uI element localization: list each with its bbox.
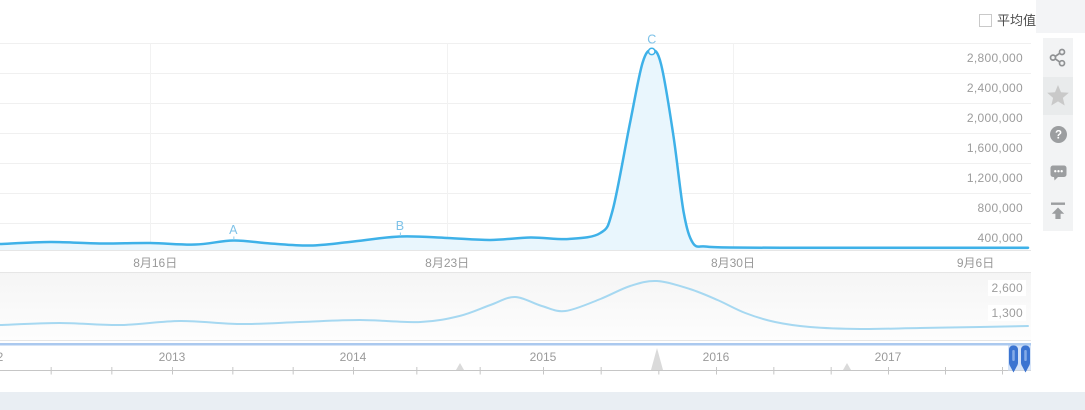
main-y-tick-label: 2,000,000 [963, 110, 1026, 126]
share-icon[interactable] [1043, 38, 1073, 77]
main-x-tick-label: 8月16日 [133, 256, 178, 270]
average-label: 平均值 [996, 13, 1036, 28]
marker-label-A[interactable]: A [229, 223, 238, 237]
topright-background [1036, 0, 1085, 33]
overview-chart[interactable] [0, 272, 1031, 341]
timeline-year-label: 2015 [529, 350, 557, 364]
main-y-tick-label: 1,600,000 [963, 140, 1026, 156]
feedback-comment-icon[interactable] [1043, 153, 1073, 192]
main-x-tick-label: 8月30日 [710, 256, 755, 270]
legend-average-value: 平均值 [978, 13, 1036, 28]
back-to-top-icon[interactable] [1043, 192, 1073, 231]
overview-y-tick-label: 1,300 [988, 305, 1026, 321]
main-x-tick-label: 8月23日 [425, 256, 470, 270]
help-icon[interactable]: ? [1043, 115, 1073, 154]
timeline-year-labels: 2012 2013 2014 2015 2016 2017 [0, 350, 1040, 364]
timeline-data-spike [843, 363, 851, 370]
main-chart-markers[interactable]: A B C [229, 32, 656, 240]
footer-band [0, 392, 1085, 410]
main-y-tick-label: 1,200,000 [963, 170, 1026, 186]
timeline-data-spike [456, 363, 464, 370]
marker-label-C[interactable]: C [647, 32, 656, 46]
svg-text:?: ? [1054, 129, 1061, 141]
marker-label-B[interactable]: B [396, 219, 404, 233]
timeline-data-spike [651, 348, 663, 370]
overview-y-tick-label: 2,600 [988, 280, 1026, 296]
timeline-year-label: 2012 [0, 350, 12, 364]
timeline-year-label: 2013 [158, 350, 186, 364]
main-y-tick-label: 400,000 [974, 230, 1026, 246]
timeline-year-label: 2017 [874, 350, 902, 364]
main-y-tick-label: 2,400,000 [963, 80, 1026, 96]
main-chart-series [0, 48, 1030, 251]
timeline-year-label: 2016 [702, 350, 730, 364]
peak-marker-point[interactable] [647, 47, 656, 56]
average-checkbox[interactable] [978, 14, 992, 27]
timeline-year-label: 2014 [339, 350, 367, 364]
main-y-tick-label: 800,000 [974, 200, 1026, 216]
main-y-tick-label: 2,800,000 [963, 50, 1026, 66]
main-x-tick-label: 9月6日 [956, 256, 995, 270]
timeline-slider[interactable] [0, 343, 1031, 375]
main-chart-grid [0, 43, 1031, 251]
favorite-star-icon[interactable] [1043, 76, 1073, 115]
side-toolbar: ? [1043, 38, 1073, 231]
